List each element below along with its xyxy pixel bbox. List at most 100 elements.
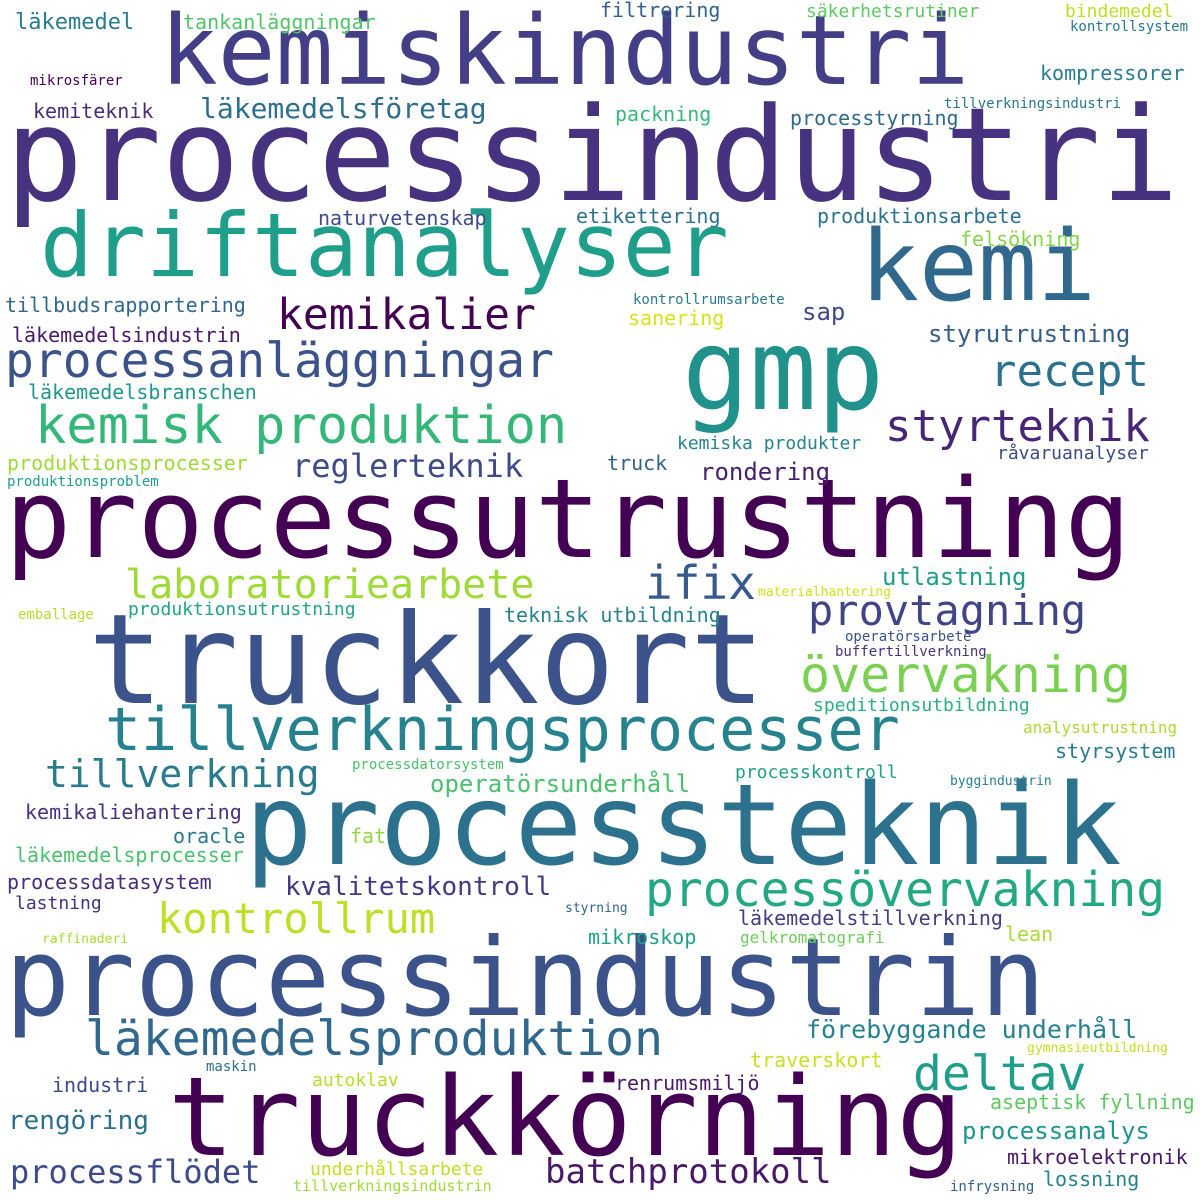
word-cloud-term: processindustrin [5,916,1046,1041]
word-cloud-term: mikroelektronik [1007,1145,1188,1169]
word-cloud-term: läkemedelsbranschen [28,380,257,404]
word-cloud-term: tillverkningsprocesser [105,695,900,765]
word-cloud-term: tankanläggningar [183,10,376,34]
word-cloud-term: filtrering [600,0,721,22]
word-cloud-term: sap [802,298,846,326]
word-cloud-term: produktionsutrustning [128,599,356,620]
word-cloud-term: infrysning [950,1179,1035,1195]
word-cloud-term: kontrollrumsarbete [633,292,785,308]
word-cloud-term: traverskort [750,1048,883,1072]
word-cloud-term: oracle [173,824,246,848]
word-cloud-term: truck [607,451,668,475]
word-cloud-term: raffinaderi [42,932,129,947]
word-cloud-term: läkemedelsföretag [200,92,487,125]
word-cloud-term: naturvetenskap [318,206,487,230]
word-cloud-term: kontrollsystem [1070,19,1189,35]
word-cloud-term: felsökning [960,227,1081,251]
word-cloud-term: styrsystem [1055,739,1176,763]
word-cloud-term: styrteknik [885,401,1150,452]
word-cloud-term: tillverkningsindustrin [293,1177,492,1195]
word-cloud-term: provtagning [808,586,1087,635]
word-cloud-term: truckkörning [168,1053,963,1181]
word-cloud-term: produktionsprocesser [7,451,248,475]
word-cloud-term: truckkort [88,588,766,733]
word-cloud-term: underhållsarbete [310,1159,484,1180]
word-cloud-term: autoklav [312,1070,399,1091]
word-cloud-term: läkemedel [15,10,135,35]
word-cloud-term: kvalitetskontroll [285,872,552,902]
word-cloud-term: läkemedelsproduktion [85,1011,663,1067]
word-cloud-term: reglerteknik [292,447,524,485]
word-cloud-term: styrning [565,901,628,916]
word-cloud-term: byggindustrin [950,774,1052,789]
word-cloud-term: teknisk utbildning [504,603,721,627]
word-cloud-term: packning [615,102,712,126]
word-cloud-term: kemisk produktion [35,396,568,456]
word-cloud-term: tillbudsrapportering [5,293,246,317]
word-cloud-term: kemiteknik [33,99,154,123]
word-cloud-term: säkerhetsrutiner [806,1,980,22]
word-cloud-term: processindustri [5,79,1179,231]
word-cloud-term: kemikalier [277,290,536,340]
word-cloud-term: laboratoriearbete [125,562,535,608]
word-cloud-term: buffertillverkning [835,644,987,660]
word-cloud-term: tillverkning [45,752,320,796]
word-cloud-term: processdatasystem [7,870,212,894]
word-cloud-term: fat [350,824,387,848]
word-cloud-term: styrutrustning [928,320,1131,348]
word-cloud-term: processteknik [245,761,1122,891]
word-cloud-term: materialhantering [758,585,892,600]
word-cloud-term: operatörsunderhåll [430,770,691,798]
word-cloud-term: kemiska produkter [677,433,862,454]
word-cloud-term: deltav [913,1046,1087,1102]
word-cloud-term: batchprotokoll [545,1152,832,1192]
word-cloud-term: processövervakning [645,862,1166,918]
word-cloud-term: etikettering [576,204,721,228]
word-cloud-term: lastning [15,893,102,914]
word-cloud-term: gelkromatografi [740,928,885,947]
word-cloud-term: kompressorer [1040,61,1185,85]
word-cloud-term: lean [1005,922,1054,946]
word-cloud-term: råvaruanalyser [997,443,1149,464]
word-cloud-term: driftanalyser [40,194,729,297]
word-cloud-term: kemi [860,210,1097,324]
word-cloud-term: ifix [645,556,756,610]
word-cloud-term: processdatorsystem [352,757,504,773]
word-cloud-term: gmp [682,306,885,436]
word-cloud-term: operatörsarbete [845,629,972,645]
word-cloud-term: industri [52,1073,149,1097]
word-cloud-term: kontrollrum [157,894,436,943]
word-cloud-term: produktionsproblem [7,474,159,490]
word-cloud-term: processflödet [10,1153,261,1191]
word-cloud-term: processanalys [962,1117,1150,1145]
word-cloud-term: förebyggande underhåll [806,1015,1138,1044]
word-cloud-term: maskin [206,1059,257,1075]
word-cloud-term: processanläggningar [5,333,555,389]
word-cloud-term: lossning [1043,1167,1140,1191]
word-cloud-term: mikrosfärer [30,73,123,89]
word-cloud-term: läkemedelsindustrin [12,323,241,347]
word-cloud-term: utlastning [882,563,1027,591]
word-cloud-term: produktionsarbete [817,204,1022,228]
word-cloud-term: emballage [18,607,94,623]
word-cloud-term: aseptisk fyllning [990,1090,1195,1114]
word-cloud-term: rengöring [8,1106,149,1136]
word-cloud-term: gymnasieutbildning [1027,1041,1168,1056]
word-cloud-term: rondering [700,458,831,486]
word-cloud-term: bindemedel [1065,1,1174,22]
word-cloud-term: processtyrning [790,106,959,130]
word-cloud-term: speditionsutbildning [813,695,1030,716]
word-cloud-term: analysutrustning [1023,718,1178,737]
word-cloud-term: läkemedelstillverkning [738,906,1003,930]
word-cloud-term: processutrustning [5,455,1131,583]
word-cloud-term: tillverkningsindustri [944,96,1122,112]
word-cloud-term: processkontroll [735,762,898,783]
word-cloud-term: läkemedelsprocesser [15,843,244,867]
word-cloud-term: kemikaliehantering [25,800,242,824]
word-cloud-term: kemiskindustri [160,0,970,107]
word-cloud-term: övervakning [800,646,1132,704]
word-cloud-term: recept [990,346,1149,397]
word-cloud-term: mikroskop [588,925,697,949]
word-cloud-term: sanering [628,306,725,330]
